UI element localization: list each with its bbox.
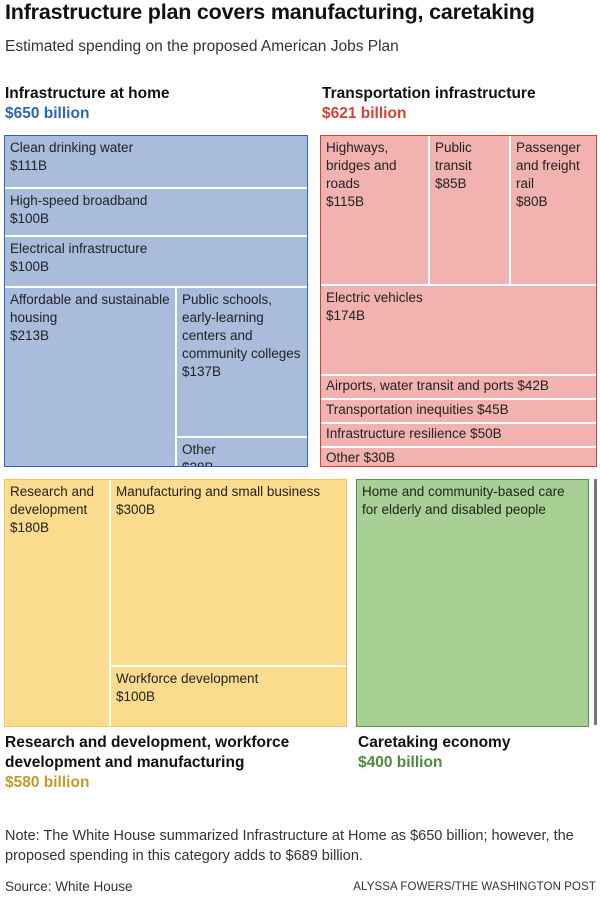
treemap-cell: Passenger and freight rail $80B (511, 136, 596, 284)
group-box-home: Clean drinking water $111B High-speed broa… (4, 135, 308, 467)
cell-label: Electrical infrastructure (10, 241, 148, 256)
treemap-cell: Manufacturing and small business $300B (111, 480, 346, 665)
treemap-cell: Public schools, early-learning centers a… (177, 288, 307, 436)
cell-value: $80B (516, 194, 548, 209)
cell-label: Research and development (10, 484, 95, 517)
cell-label: Public transit (435, 140, 472, 173)
cell-label: Public schools, early-learning centers a… (182, 292, 301, 361)
treemap-cell: Workforce development $100B (111, 667, 346, 726)
chart-subtitle: Estimated spending on the proposed Ameri… (5, 38, 399, 55)
treemap-cell: Highways, bridges and roads $115B (321, 136, 428, 284)
cell-value: $174B (326, 308, 366, 323)
group-name: Transportation infrastructure (322, 85, 536, 102)
cell-value: $100B (10, 211, 50, 226)
cell-value: $180B (10, 520, 50, 535)
cell-label: Airports, water transit and ports (326, 378, 514, 393)
cell-label: Highways, bridges and roads (326, 140, 397, 191)
group-box-transport: Highways, bridges and roads $115B Public t… (320, 135, 597, 467)
cell-label: High-speed broadband (10, 193, 148, 208)
cell-value: $45B (477, 402, 509, 417)
treemap-cell: Public transit $85B (430, 136, 509, 284)
cell-label: Workforce development (116, 671, 259, 686)
group-box-rd: Research and development $180B Manufacturi… (4, 479, 347, 727)
cell-value: $28B (182, 459, 302, 466)
treemap-cell: Infrastructure resilience $50B (321, 424, 596, 446)
cell-label: Clean drinking water (10, 140, 134, 155)
group-total: $580 billion (5, 774, 90, 791)
treemap-cell: Research and development $180B (5, 480, 109, 726)
treemap-cell: Electrical infrastructure $100B (5, 237, 307, 286)
treemap-cell: Clean drinking water $111B (5, 136, 307, 187)
treemap-cell: Electric vehicles $174B (321, 286, 596, 374)
group-total: $650 billion (5, 105, 90, 122)
cell-value: $100B (10, 259, 50, 274)
chart-source: Source: White House (5, 879, 133, 894)
chart-note: Note: The White House summarized Infrast… (5, 828, 574, 864)
chart-title: Infrastructure plan covers manufacturing… (5, 0, 535, 24)
cell-label: Other (326, 450, 360, 465)
cell-value: $115B (326, 194, 365, 209)
cell-value: $42B (517, 378, 549, 393)
group-heading-care: Caretaking economy $400 billion (358, 733, 594, 773)
group-heading-rd: Research and development, workforce deve… (5, 733, 345, 793)
cell-value: $111B (10, 158, 48, 173)
treemap-cell: Other $28B (177, 438, 307, 466)
cell-label: Other (182, 442, 216, 457)
divider-bar (594, 479, 597, 725)
group-heading-transport: Transportation infrastructure $621 billio… (322, 84, 598, 124)
cell-value: $213B (10, 328, 50, 343)
group-box-care: Home and community-based care for elderl… (356, 479, 589, 727)
treemap-cell: Affordable and sustainable housing $213B (5, 288, 175, 466)
treemap-cell: Transportation inequities $45B (321, 400, 596, 422)
chart-credit: ALYSSA FOWERS/THE WASHINGTON POST (353, 881, 596, 893)
cell-value: $300B (116, 502, 156, 517)
group-heading-home: Infrastructure at home $650 billion (5, 84, 295, 124)
cell-label: Infrastructure resilience (326, 426, 467, 441)
cell-value: $137B (182, 364, 222, 379)
cell-value: $50B (470, 426, 502, 441)
group-name: Research and development, workforce deve… (5, 734, 290, 771)
cell-label: Passenger and freight rail (516, 140, 581, 191)
treemap-cell: High-speed broadband $100B (5, 189, 307, 235)
cell-label: Electric vehicles (326, 290, 423, 305)
cell-label: Affordable and sustainable housing (10, 292, 170, 325)
cell-label: Home and community-based care for elderl… (362, 484, 565, 517)
treemap-cell: Other $30B (321, 448, 596, 466)
cell-value: $30B (363, 450, 396, 465)
cell-value: $100B (116, 689, 156, 704)
cell-label: Transportation inequities (326, 402, 474, 417)
group-total: $400 billion (358, 754, 443, 771)
treemap-cell: Home and community-based care for elderl… (357, 480, 588, 726)
treemap-cell: Airports, water transit and ports $42B (321, 376, 596, 398)
group-name: Infrastructure at home (5, 85, 170, 102)
cell-value: $85B (435, 176, 467, 191)
group-total: $621 billion (322, 105, 407, 122)
group-name: Caretaking economy (358, 734, 511, 751)
cell-label: Manufacturing and small business (116, 484, 321, 499)
